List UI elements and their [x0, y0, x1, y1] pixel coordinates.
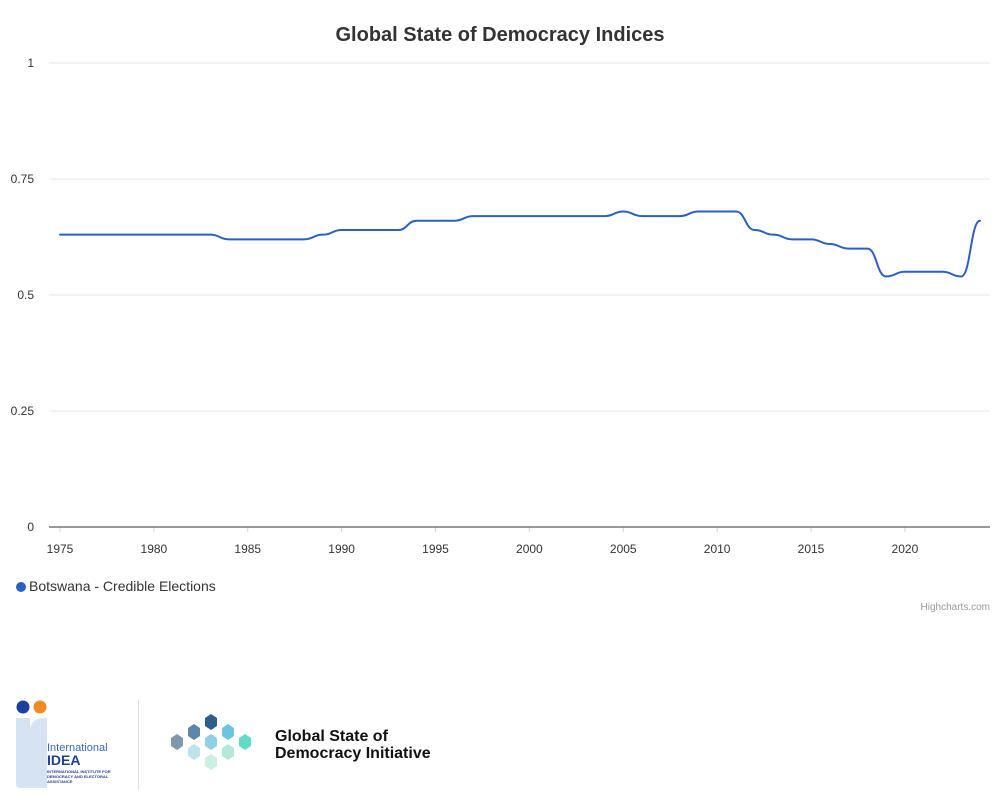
idea-logo-subtitle: International Institute for Democracy an…	[47, 769, 111, 784]
international-idea-logo[interactable]: International IDEA International Institu…	[14, 700, 124, 790]
x-tick-label: 1980	[141, 542, 168, 556]
y-tick-label: 0.5	[17, 288, 34, 302]
credits-link[interactable]: Highcharts.com	[921, 602, 990, 613]
x-tick-label: 2000	[516, 542, 543, 556]
footer: International IDEA International Institu…	[0, 690, 1000, 806]
x-tick-label: 2015	[798, 542, 825, 556]
hexagon-cluster-icon	[171, 714, 251, 770]
x-tick-label: 1995	[422, 542, 449, 556]
x-tick-label: 1985	[234, 542, 261, 556]
y-tick-label: 0.25	[11, 404, 35, 418]
idea-logo-name: IDEA	[47, 752, 81, 768]
x-tick-label: 2005	[610, 542, 637, 556]
gsod-name-line-2: Democracy Initiative	[275, 745, 431, 762]
grid-lines	[49, 62, 990, 412]
x-tick-label: 1975	[47, 542, 74, 556]
gsod-initiative-name[interactable]: Global State of Democracy Initiative	[275, 728, 431, 762]
gsod-logo[interactable]	[168, 714, 263, 776]
legend-item[interactable]: Botswana - Credible Elections	[16, 578, 216, 594]
x-axis-labels: 1975 1980 1985 1990 1995 2000 2005 2010 2015 2020	[47, 527, 919, 556]
y-tick-label: 0	[27, 520, 34, 534]
x-tick-label: 2020	[892, 542, 919, 556]
chart: Global State of Democracy Indices 00.250…	[11, 24, 990, 613]
x-tick-label: 2010	[704, 542, 731, 556]
chart-title: Global State of Democracy Indices	[336, 24, 665, 46]
legend-label[interactable]: Botswana - Credible Elections	[29, 578, 216, 594]
series-layer	[59, 210, 981, 278]
x-tick-label: 1990	[328, 542, 355, 556]
legend-marker	[16, 582, 26, 592]
idea-logo-mark	[16, 700, 47, 788]
y-axis-labels: 0 0.25 0.5 0.75 1	[11, 56, 35, 534]
series-line[interactable]	[59, 210, 981, 278]
idea-logo-word: International	[47, 742, 108, 754]
y-tick-label: 0.75	[11, 172, 35, 186]
footer-divider	[138, 700, 139, 790]
gsod-name-line-1: Global State of	[275, 728, 388, 745]
y-tick-label: 1	[27, 56, 34, 70]
